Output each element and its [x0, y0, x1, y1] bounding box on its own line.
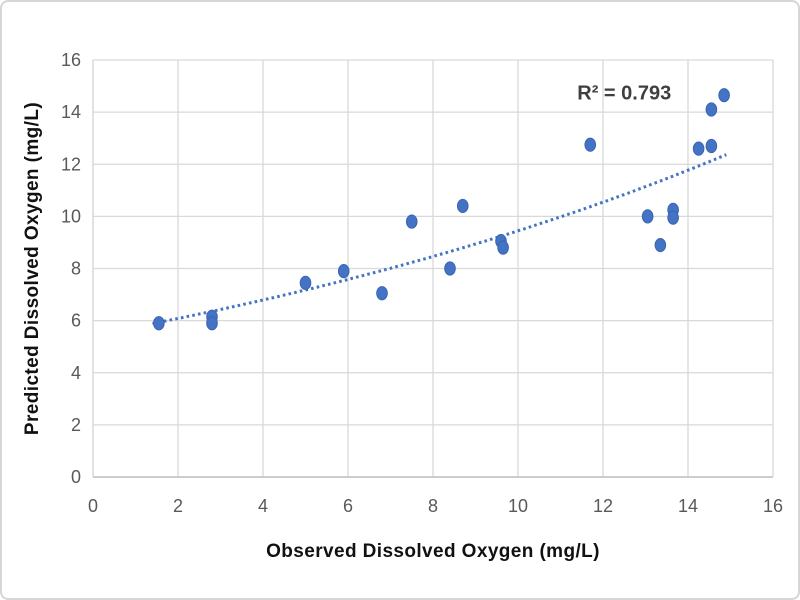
x-tick-label: 0: [88, 496, 98, 516]
x-tick-label: 2: [173, 496, 183, 516]
data-point: [718, 88, 730, 103]
y-tick-label: 14: [61, 102, 81, 122]
y-axis-title: Predicted Dissolved Oxygen (mg/L): [22, 102, 43, 435]
r-squared-annotation: R² = 0.793: [577, 83, 671, 105]
data-point: [405, 214, 418, 229]
axis-lines: [92, 60, 773, 478]
data-point: [667, 210, 679, 225]
x-axis-title: Observed Dissolved Oxygen (mg/L): [266, 541, 600, 562]
y-tick-label: 10: [61, 206, 81, 226]
data-points: [153, 88, 730, 331]
y-tick-label: 2: [71, 415, 81, 435]
x-tick-label: 6: [343, 496, 353, 516]
data-point: [497, 240, 509, 255]
data-point: [705, 138, 718, 154]
y-tick-label: 0: [71, 467, 81, 487]
y-tick-label: 4: [71, 363, 81, 383]
data-point: [376, 286, 388, 301]
data-point: [692, 141, 705, 156]
x-tick-label: 10: [508, 496, 528, 516]
y-tick-label: 16: [61, 50, 81, 70]
data-point: [299, 275, 312, 290]
data-point: [705, 102, 718, 117]
y-tick-label: 8: [71, 259, 81, 279]
data-point: [206, 316, 218, 331]
data-point: [337, 264, 350, 279]
x-tick-labels: 0 2 4 6 8 10 12 14 16: [88, 496, 783, 516]
x-tick-label: 16: [763, 496, 783, 516]
y-tick-label: 6: [71, 311, 81, 331]
x-tick-label: 12: [593, 496, 613, 516]
x-tick-label: 14: [678, 496, 698, 516]
data-point: [153, 316, 165, 331]
data-point: [641, 209, 654, 224]
data-point: [444, 261, 456, 276]
data-point: [456, 198, 469, 214]
x-tick-label: 4: [258, 496, 268, 516]
gridlines: [92, 59, 774, 478]
x-tick-label: 8: [428, 496, 438, 516]
data-point: [654, 237, 667, 253]
trendline: [152, 153, 727, 326]
data-point: [584, 137, 597, 152]
y-tick-label: 12: [61, 154, 81, 174]
y-tick-labels: 0 2 4 6 8 10 12 14 16: [61, 50, 81, 487]
